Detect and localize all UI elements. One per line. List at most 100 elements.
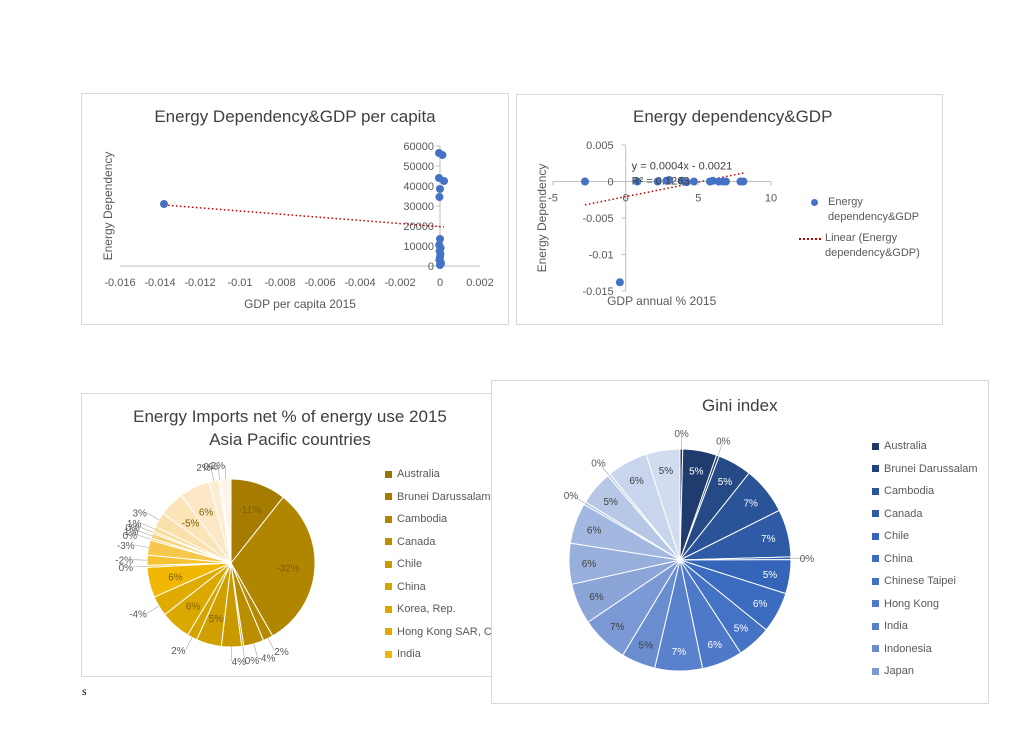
slice-label: 2% xyxy=(171,646,186,657)
leader-line xyxy=(242,646,246,661)
legend-swatch-icon xyxy=(385,515,392,523)
legend-item: India xyxy=(872,615,987,638)
x-tick-label: -0.002 xyxy=(384,277,415,289)
chart-panel-gdp-per-capita: Energy Dependency&GDP per capita 0 10000 2… xyxy=(81,93,509,325)
data-point xyxy=(739,177,748,186)
legend-label: China xyxy=(884,552,913,565)
legend-label: India xyxy=(884,620,908,633)
chart-panel-gini: Gini index 0% 5% 0% 5% 7% 7% 0% 5% 6% 5% 6% 7% 5% 7% 6… xyxy=(491,380,989,704)
x-tick-label: 0 xyxy=(437,277,443,289)
data-point xyxy=(435,193,444,201)
legend-item: Korea, Rep. xyxy=(385,598,497,621)
x-tick-label: 5 xyxy=(695,193,701,205)
y-tick-label: 50000 xyxy=(403,161,434,173)
slice-label: 6% xyxy=(186,602,201,613)
chart-title: Gini index xyxy=(702,396,778,415)
legend-label: Australia xyxy=(884,440,927,453)
leader-line xyxy=(133,566,148,568)
leader-line xyxy=(217,465,221,480)
legend-item: India xyxy=(385,643,497,666)
leader-line xyxy=(210,467,214,481)
legend-label: India xyxy=(397,648,421,661)
slice-label: 7% xyxy=(672,647,687,658)
x-tick-label: 10 xyxy=(765,193,777,205)
x-axis-title: GDP annual % 2015 xyxy=(607,294,717,308)
slice-label: 6% xyxy=(589,592,604,603)
x-tick-label: 0.002 xyxy=(466,277,494,289)
y-tick-label: -0.01 xyxy=(589,250,614,262)
legend-label-series: Energy dependency&GDP xyxy=(828,196,920,223)
slice-label: 4% xyxy=(232,657,247,668)
x-tick-label: -0.014 xyxy=(144,277,175,289)
legend-marker-dotted-line-icon xyxy=(799,238,821,240)
stray-text: s xyxy=(82,684,87,698)
x-tick-label: 0 xyxy=(623,193,629,205)
y-tick-label: 40000 xyxy=(403,181,434,193)
legend-swatch-icon xyxy=(385,538,392,546)
slice-label: -4% xyxy=(258,653,276,664)
slice-label: 0% xyxy=(800,554,815,565)
slice-label: 6% xyxy=(587,526,602,537)
legend-item: Cambodia xyxy=(385,508,497,531)
legend-marker-dot-icon xyxy=(811,199,818,206)
slice-label: 5% xyxy=(659,466,674,477)
chart-title-line-1: Energy Imports net % of energy use 2015 xyxy=(133,407,447,426)
legend-swatch-icon xyxy=(385,560,392,568)
data-point xyxy=(160,200,168,208)
y-tick-label: 60000 xyxy=(403,141,434,153)
data-point xyxy=(665,176,674,185)
slice-label: 5% xyxy=(689,466,704,477)
slice-label: 2% xyxy=(274,647,289,658)
leader-line xyxy=(138,530,152,536)
legend-item: Canada xyxy=(385,531,497,554)
pie-slice xyxy=(220,478,232,564)
x-tick-label: -0.012 xyxy=(184,277,215,289)
chart-legend: Energy dependency&GDP Linear (Energy dep… xyxy=(799,195,941,261)
x-tick-label: -0.006 xyxy=(304,277,335,289)
legend-swatch-icon xyxy=(385,605,392,613)
legend-swatch-icon xyxy=(872,487,879,495)
y-tick-label: 20000 xyxy=(403,221,434,233)
x-tick-label: -0.016 xyxy=(104,277,135,289)
leader-line xyxy=(136,534,151,540)
slice-label: 1% xyxy=(124,527,139,538)
slice-label: 0% xyxy=(119,563,134,574)
legend-item: China xyxy=(872,548,987,571)
data-point xyxy=(708,176,717,185)
legend-swatch-icon xyxy=(872,465,879,473)
leader-line xyxy=(134,544,149,548)
legend-item: Australia xyxy=(872,435,987,458)
slice-label: -32% xyxy=(276,563,299,574)
leader-line xyxy=(267,638,275,652)
slice-label: 0% xyxy=(245,656,260,667)
chart-title: Energy Dependency&GDP per capita xyxy=(154,107,436,126)
slice-label: -5% xyxy=(182,519,200,530)
legend-label: Chinese Taipei xyxy=(884,575,956,588)
legend-item: Hong Kong SAR, China xyxy=(385,621,497,644)
leader-line xyxy=(141,522,155,530)
chart-title: Energy dependency&GDP xyxy=(633,107,833,126)
slice-label: 0% xyxy=(591,459,606,470)
slice-label: 5% xyxy=(604,497,619,508)
slice-label: 5% xyxy=(718,477,733,488)
slice-label: 6% xyxy=(708,640,723,651)
trendline xyxy=(163,204,445,228)
legend-label: Hong Kong SAR, China xyxy=(397,625,497,638)
leader-line xyxy=(253,643,258,658)
leader-line xyxy=(146,512,160,521)
legend-label: Chile xyxy=(884,530,910,543)
pie-slice xyxy=(230,496,316,637)
pie-chart-energy-imports: -11%-32%2%-4%0%4%5%2%6%-4%6%0%-2%-3%0%1%… xyxy=(115,461,316,668)
y-tick-label: -0.015 xyxy=(582,286,613,298)
slice-label: 5% xyxy=(639,640,654,651)
y-tick-label: -0.005 xyxy=(582,213,613,225)
slice-label: -3% xyxy=(117,541,135,552)
data-point xyxy=(615,278,624,287)
data-point xyxy=(653,177,662,186)
data-point xyxy=(440,177,448,185)
legend-label: Australia xyxy=(397,468,440,481)
slice-label: -4% xyxy=(129,609,147,620)
leader-line xyxy=(224,465,227,480)
slice-label: 0% xyxy=(203,462,218,473)
slice-label: -2% xyxy=(207,461,225,472)
